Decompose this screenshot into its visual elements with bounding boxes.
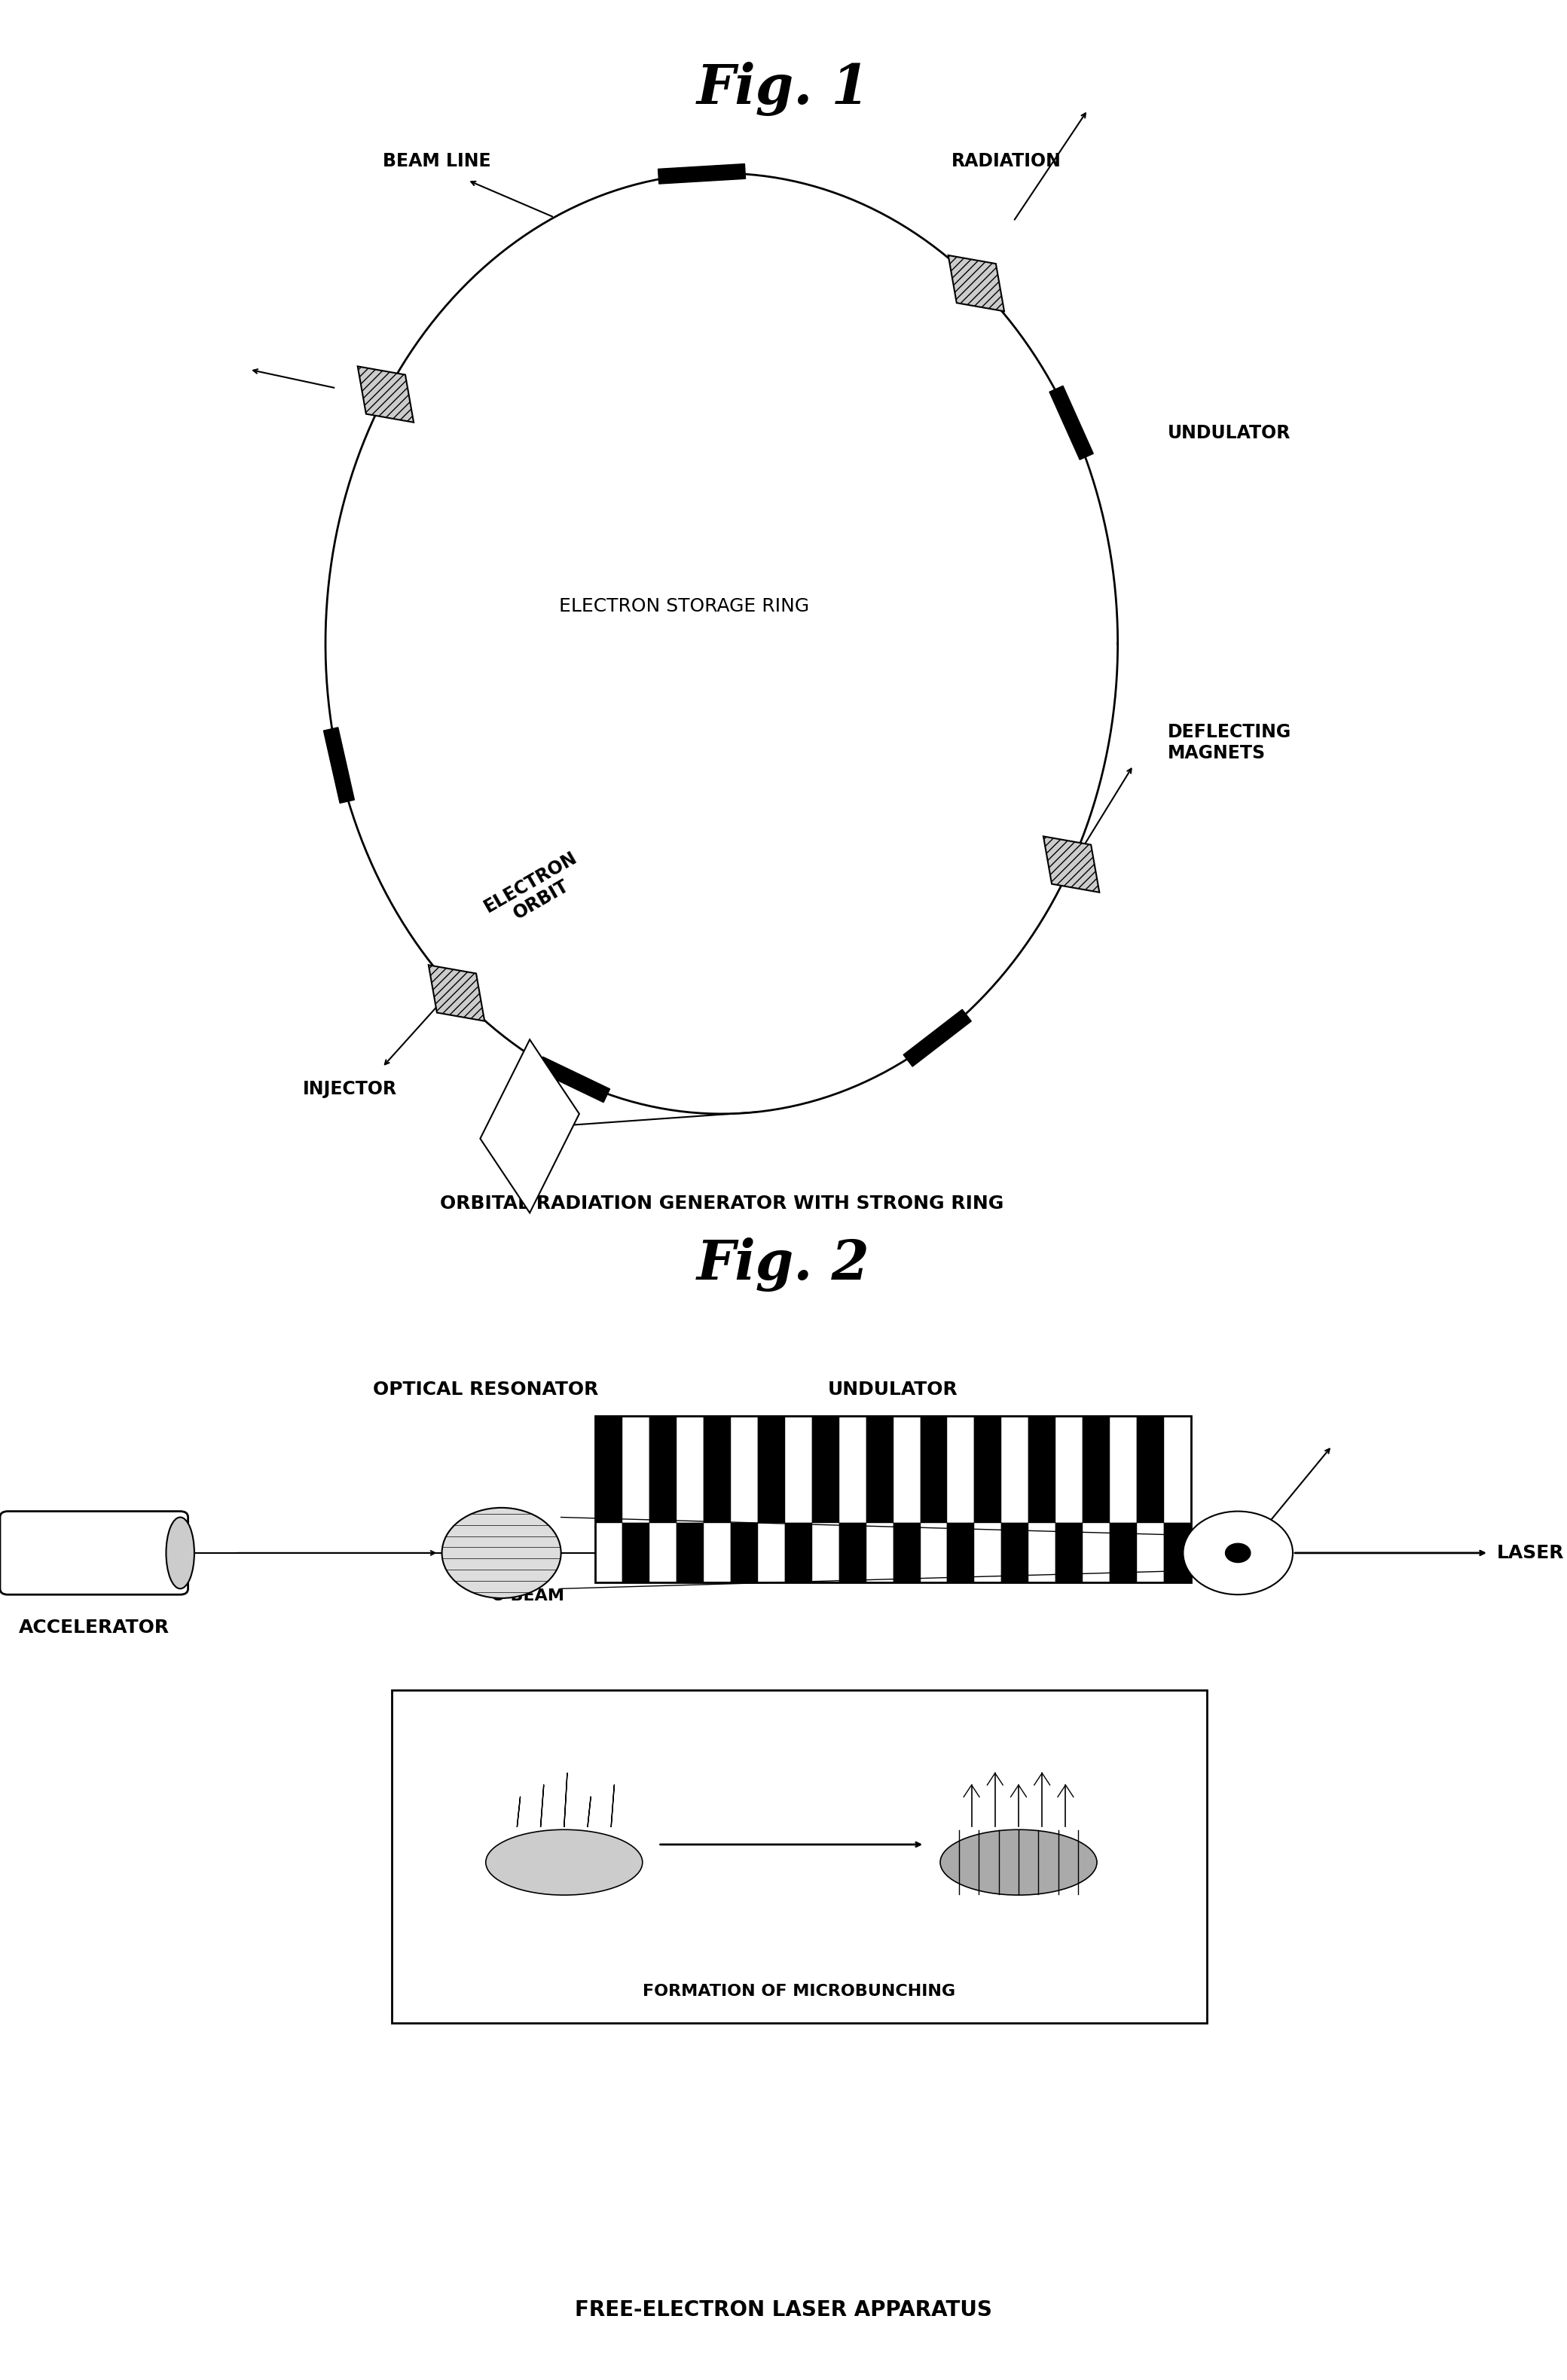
Text: INJECTOR: INJECTOR: [302, 1081, 398, 1097]
Text: RADIATION: RADIATION: [951, 152, 1061, 169]
Bar: [704, 1523, 730, 1583]
Bar: [730, 1523, 758, 1583]
Text: ELECTRON
ORBIT: ELECTRON ORBIT: [481, 847, 591, 933]
Bar: [1109, 1523, 1136, 1583]
Text: FORMATION OF MICROBUNCHING: FORMATION OF MICROBUNCHING: [642, 1985, 956, 1999]
Bar: [785, 1416, 812, 1523]
Bar: [838, 1416, 867, 1523]
Bar: [1083, 1523, 1109, 1583]
Bar: [975, 1523, 1001, 1583]
Bar: [704, 1416, 730, 1523]
Text: UNDULATOR: UNDULATOR: [1167, 424, 1290, 443]
Bar: [920, 1416, 948, 1523]
Bar: [948, 1523, 975, 1583]
FancyBboxPatch shape: [0, 1511, 188, 1595]
Bar: [812, 1523, 838, 1583]
Polygon shape: [904, 1009, 972, 1066]
Bar: [595, 1416, 622, 1523]
Bar: [785, 1523, 812, 1583]
Bar: [1028, 1523, 1056, 1583]
Bar: [730, 1416, 758, 1523]
Text: OPTICAL RESONATOR: OPTICAL RESONATOR: [373, 1380, 599, 1397]
Ellipse shape: [940, 1830, 1097, 1894]
Bar: [893, 1523, 920, 1583]
Polygon shape: [1050, 386, 1094, 459]
Bar: [622, 1523, 650, 1583]
Text: DEFLECTING
MAGNETS: DEFLECTING MAGNETS: [1167, 724, 1291, 762]
Bar: [867, 1523, 893, 1583]
Bar: [867, 1416, 893, 1523]
Bar: [975, 1416, 1001, 1523]
Bar: [677, 1416, 704, 1523]
Bar: [1164, 1523, 1191, 1583]
Bar: [1083, 1416, 1109, 1523]
Bar: [650, 1416, 677, 1523]
Polygon shape: [1044, 835, 1100, 892]
Polygon shape: [480, 1040, 580, 1214]
Text: Fig. 2: Fig. 2: [697, 1238, 870, 1292]
Ellipse shape: [486, 1830, 642, 1894]
Bar: [758, 1416, 785, 1523]
Circle shape: [1225, 1542, 1250, 1561]
Text: BEAM LINE: BEAM LINE: [382, 152, 490, 169]
Text: ORBITAL RADIATION GENERATOR WITH STRONG RING: ORBITAL RADIATION GENERATOR WITH STRONG …: [440, 1195, 1003, 1214]
Polygon shape: [357, 367, 414, 421]
Text: e-BEAM: e-BEAM: [492, 1590, 564, 1604]
Bar: [1001, 1416, 1028, 1523]
Polygon shape: [428, 964, 484, 1021]
Bar: [1109, 1416, 1136, 1523]
Bar: [758, 1523, 785, 1583]
Bar: [1056, 1523, 1083, 1583]
Polygon shape: [948, 255, 1004, 312]
Bar: [622, 1416, 650, 1523]
Bar: [1164, 1416, 1191, 1523]
Bar: [392, 1690, 1207, 2023]
Bar: [838, 1523, 867, 1583]
Bar: [812, 1416, 838, 1523]
Bar: [920, 1523, 948, 1583]
Bar: [595, 1523, 622, 1583]
Bar: [1136, 1523, 1164, 1583]
Text: FREE-ELECTRON LASER APPARATUS: FREE-ELECTRON LASER APPARATUS: [575, 2299, 992, 2320]
Bar: [677, 1523, 704, 1583]
Polygon shape: [536, 1057, 610, 1102]
Bar: [1056, 1416, 1083, 1523]
Bar: [893, 1416, 920, 1523]
Circle shape: [442, 1509, 561, 1599]
Text: UNDULATOR: UNDULATOR: [827, 1380, 959, 1397]
Text: Fig. 1: Fig. 1: [697, 62, 870, 117]
Bar: [948, 1416, 975, 1523]
Bar: [595, 1416, 1191, 1583]
Bar: [1028, 1416, 1056, 1523]
Text: LASER: LASER: [1496, 1545, 1564, 1561]
Bar: [1001, 1523, 1028, 1583]
Bar: [1136, 1416, 1164, 1523]
Polygon shape: [658, 164, 746, 183]
Text: ACCELERATOR: ACCELERATOR: [19, 1618, 169, 1637]
Ellipse shape: [166, 1518, 194, 1590]
Polygon shape: [323, 728, 354, 802]
Text: ELECTRON STORAGE RING: ELECTRON STORAGE RING: [559, 597, 810, 616]
Bar: [650, 1523, 677, 1583]
Circle shape: [1183, 1511, 1293, 1595]
